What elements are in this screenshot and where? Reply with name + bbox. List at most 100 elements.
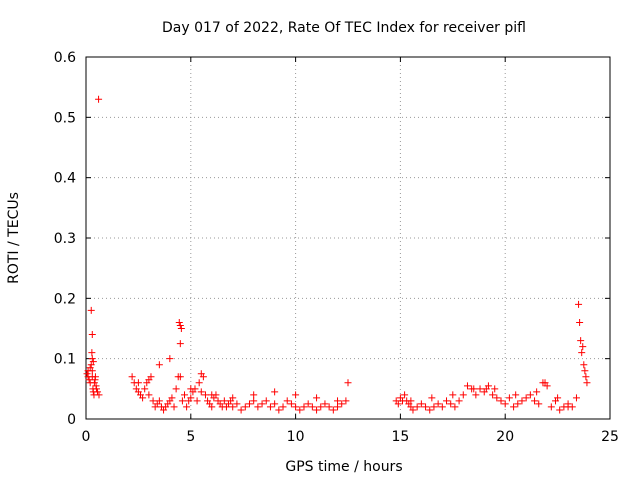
- data-point: [92, 385, 100, 393]
- data-point: [155, 361, 163, 369]
- data-point: [201, 391, 209, 399]
- data-point: [88, 355, 96, 363]
- data-point: [493, 394, 501, 402]
- data-point: [283, 397, 291, 405]
- data-point: [533, 388, 541, 396]
- data-point: [459, 391, 467, 399]
- data-point: [145, 391, 153, 399]
- data-point: [88, 349, 96, 357]
- data-point: [187, 385, 195, 393]
- data-point: [177, 325, 185, 332]
- data-point: [292, 391, 300, 399]
- data-point: [88, 331, 96, 339]
- y-tick-label: 0: [67, 412, 76, 428]
- data-point: [195, 379, 203, 387]
- data-point: [438, 403, 446, 411]
- data-point: [422, 403, 430, 411]
- x-tick-label: 5: [186, 429, 195, 445]
- data-point: [470, 385, 478, 393]
- data-point: [526, 391, 534, 399]
- data-point: [535, 400, 543, 408]
- data-point: [271, 400, 279, 408]
- y-tick-label: 0.3: [54, 231, 76, 247]
- data-point: [572, 394, 580, 402]
- chart-title: Day 017 of 2022, Rate Of TEC Index for r…: [162, 20, 526, 36]
- data-point: [183, 403, 191, 411]
- data-point: [451, 403, 459, 411]
- data-point: [449, 391, 457, 399]
- data-point: [90, 379, 98, 387]
- data-point: [577, 337, 585, 345]
- y-tick-label: 0.4: [54, 171, 76, 187]
- data-point: [279, 403, 287, 411]
- data-point: [262, 397, 270, 405]
- data-point: [229, 403, 237, 411]
- data-point: [531, 397, 539, 405]
- data-point: [250, 391, 258, 399]
- data-point: [83, 370, 91, 378]
- data-point: [417, 400, 425, 408]
- x-tick-label: 0: [82, 429, 91, 445]
- y-tick-label: 0.5: [54, 110, 76, 126]
- plot-frame: [85, 56, 611, 420]
- data-point: [134, 379, 142, 387]
- data-point: [401, 391, 409, 399]
- data-point: [413, 403, 421, 411]
- data-point: [329, 406, 337, 414]
- data-point: [237, 406, 245, 414]
- data-point: [233, 400, 241, 408]
- data-point: [491, 385, 499, 393]
- data-point: [543, 382, 551, 390]
- data-point: [254, 403, 262, 411]
- data-point: [172, 385, 180, 393]
- grid-lines: [86, 57, 610, 419]
- data-point: [89, 358, 97, 366]
- data-point: [176, 340, 184, 348]
- data-point: [85, 376, 93, 384]
- data-point: [181, 391, 189, 399]
- data-points: [83, 95, 591, 414]
- data-point: [455, 397, 463, 405]
- data-point: [229, 394, 237, 402]
- x-tick-label: 25: [601, 429, 619, 445]
- data-point: [505, 394, 513, 402]
- data-point: [583, 379, 591, 387]
- data-point: [409, 406, 417, 414]
- y-tick-label: 0.6: [54, 50, 76, 66]
- data-point: [501, 400, 509, 408]
- data-point: [497, 397, 505, 405]
- data-point: [176, 373, 184, 381]
- data-point: [582, 373, 590, 381]
- data-point: [472, 391, 480, 399]
- data-point: [275, 406, 283, 414]
- data-point: [463, 382, 471, 390]
- data-point: [313, 394, 321, 402]
- data-point: [581, 367, 589, 375]
- data-point: [296, 406, 304, 414]
- data-point: [170, 403, 178, 411]
- data-point: [580, 361, 588, 369]
- data-point: [139, 394, 147, 402]
- data-point: [321, 400, 329, 408]
- data-point: [578, 349, 586, 357]
- y-axis-label: ROTI / TECUs: [6, 192, 22, 284]
- data-point: [556, 406, 564, 414]
- data-point: [220, 397, 228, 405]
- data-point: [489, 391, 497, 399]
- data-point: [266, 403, 274, 411]
- data-point: [434, 400, 442, 408]
- data-point: [575, 300, 583, 308]
- data-point: [447, 400, 455, 408]
- data-point: [334, 397, 342, 405]
- data-point: [95, 95, 103, 103]
- data-point: [178, 397, 186, 405]
- data-point: [342, 397, 350, 405]
- data-point: [514, 400, 522, 408]
- data-point: [484, 382, 492, 390]
- data-point: [166, 355, 174, 363]
- data-point: [95, 391, 103, 399]
- data-point: [193, 397, 201, 405]
- data-point: [394, 400, 402, 408]
- data-point: [344, 379, 352, 387]
